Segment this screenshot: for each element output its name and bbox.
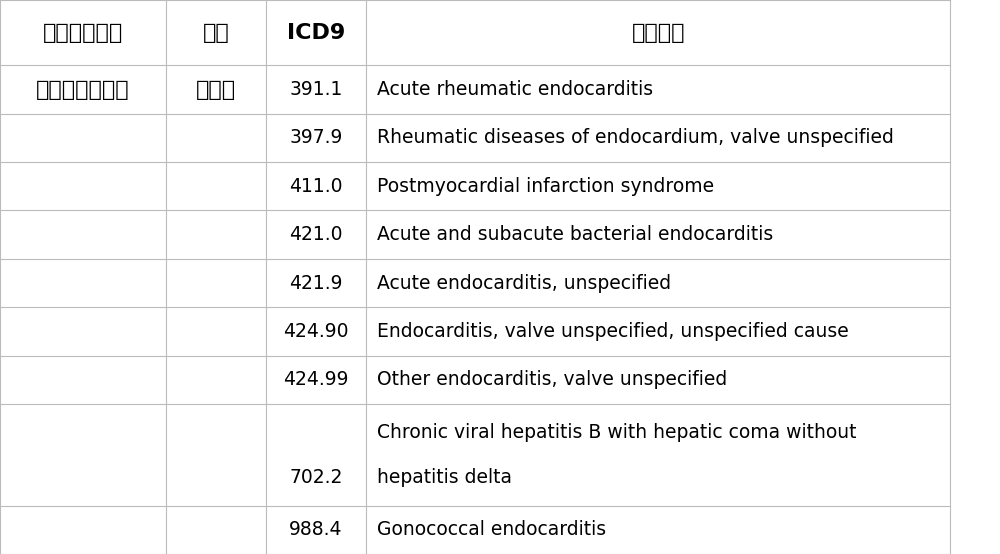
Text: 397.9: 397.9	[289, 129, 343, 147]
Text: 细菌性心内膜炎: 细菌性心内膜炎	[36, 80, 130, 100]
Text: 988.4: 988.4	[289, 520, 343, 539]
Text: 合并发症群组: 合并发症群组	[43, 23, 123, 43]
Text: Acute rheumatic endocarditis: Acute rheumatic endocarditis	[377, 80, 653, 99]
Text: 702.2: 702.2	[289, 468, 343, 486]
Text: ICD9: ICD9	[287, 23, 345, 43]
Text: Other endocarditis, valve unspecified: Other endocarditis, valve unspecified	[377, 370, 728, 389]
Text: 诊断描述: 诊断描述	[631, 23, 685, 43]
Text: 424.99: 424.99	[283, 370, 349, 389]
Text: 类别: 类别	[203, 23, 230, 43]
Text: Acute and subacute bacterial endocarditis: Acute and subacute bacterial endocarditi…	[377, 225, 774, 244]
Text: 诊断类: 诊断类	[196, 80, 236, 100]
Text: 411.0: 411.0	[289, 177, 343, 196]
Text: Chronic viral hepatitis B with hepatic coma without: Chronic viral hepatitis B with hepatic c…	[377, 423, 857, 442]
Text: Acute endocarditis, unspecified: Acute endocarditis, unspecified	[377, 274, 671, 293]
Text: 391.1: 391.1	[289, 80, 343, 99]
Text: 424.90: 424.90	[283, 322, 349, 341]
Text: hepatitis delta: hepatitis delta	[377, 468, 512, 486]
Text: Endocarditis, valve unspecified, unspecified cause: Endocarditis, valve unspecified, unspeci…	[377, 322, 849, 341]
Text: Rheumatic diseases of endocardium, valve unspecified: Rheumatic diseases of endocardium, valve…	[377, 129, 894, 147]
Text: 421.0: 421.0	[289, 225, 343, 244]
Text: 421.9: 421.9	[289, 274, 343, 293]
Text: Gonococcal endocarditis: Gonococcal endocarditis	[377, 520, 606, 539]
Text: Postmyocardial infarction syndrome: Postmyocardial infarction syndrome	[377, 177, 714, 196]
